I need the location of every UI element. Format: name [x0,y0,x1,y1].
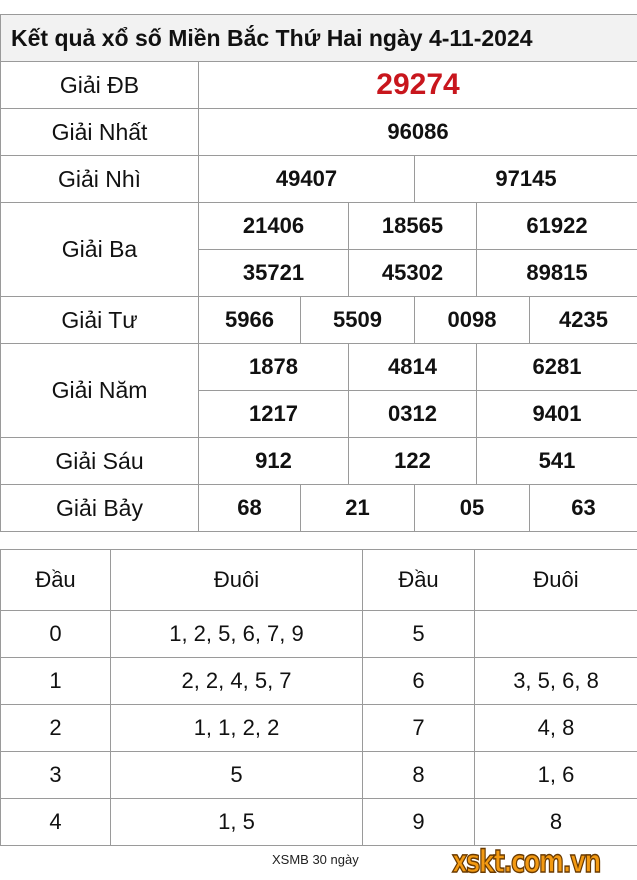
page-title: Kết quả xổ số Miền Bắc Thứ Hai ngày 4-11… [1,15,637,62]
dau-cell: 8 [363,752,475,799]
site-logo: xskt.com.vn [452,844,600,880]
duoi-cell [475,611,637,658]
prize-number: 0098 [415,297,530,344]
prize-number: 97145 [415,156,637,203]
dau-cell: 2 [1,705,111,752]
prize-number: 63 [530,485,637,532]
prize-number: 5509 [301,297,415,344]
prize-number: 96086 [199,109,637,156]
dau-cell: 7 [363,705,475,752]
results-table: Kết quả xổ số Miền Bắc Thứ Hai ngày 4-11… [0,14,637,532]
dau-cell: 6 [363,658,475,705]
header-duoi: Đuôi [111,550,363,611]
prize-number: 21406 [199,203,349,250]
prize-number: 9401 [477,391,637,438]
duoi-cell: 1, 2, 5, 6, 7, 9 [111,611,363,658]
dau-cell: 1 [1,658,111,705]
prize-number: 45302 [349,250,477,297]
prize-number: 0312 [349,391,477,438]
prize-number: 05 [415,485,530,532]
prize-label: Giải Năm [1,344,199,438]
duoi-cell: 4, 8 [475,705,637,752]
prize-label: Giải Tư [1,297,199,344]
dau-cell: 0 [1,611,111,658]
duoi-cell: 2, 2, 4, 5, 7 [111,658,363,705]
duoi-cell: 8 [475,799,637,846]
prize-number: 541 [477,438,637,485]
dau-cell: 4 [1,799,111,846]
prize-number: 18565 [349,203,477,250]
prize-label: Giải Sáu [1,438,199,485]
special-prize-number: 29274 [199,62,637,109]
prize-label: Giải Bảy [1,485,199,532]
prize-number: 4814 [349,344,477,391]
prize-label: Giải Nhì [1,156,199,203]
dau-cell: 5 [363,611,475,658]
prize-label: Giải ĐB [1,62,199,109]
prize-number: 1217 [199,391,349,438]
prize-label: Giải Nhất [1,109,199,156]
xsmb-30-days-link[interactable]: XSMB 30 ngày [272,852,359,867]
prize-number: 61922 [477,203,637,250]
prize-number: 912 [199,438,349,485]
duoi-cell: 3, 5, 6, 8 [475,658,637,705]
prize-number: 4235 [530,297,637,344]
duoi-cell: 1, 1, 2, 2 [111,705,363,752]
dau-cell: 3 [1,752,111,799]
prize-number: 49407 [199,156,415,203]
prize-number: 35721 [199,250,349,297]
header-duoi: Đuôi [475,550,637,611]
prize-number: 89815 [477,250,637,297]
prize-number: 5966 [199,297,301,344]
header-dau: Đầu [1,550,111,611]
duoi-cell: 1, 5 [111,799,363,846]
prize-number: 6281 [477,344,637,391]
prize-label: Giải Ba [1,203,199,297]
duoi-cell: 5 [111,752,363,799]
duoi-cell: 1, 6 [475,752,637,799]
prize-number: 21 [301,485,415,532]
header-dau: Đầu [363,550,475,611]
prize-number: 68 [199,485,301,532]
prize-number: 122 [349,438,477,485]
dau-cell: 9 [363,799,475,846]
loto-header: Đầu Đuôi Đầu Đuôi [1,550,637,611]
prize-number: 1878 [199,344,349,391]
